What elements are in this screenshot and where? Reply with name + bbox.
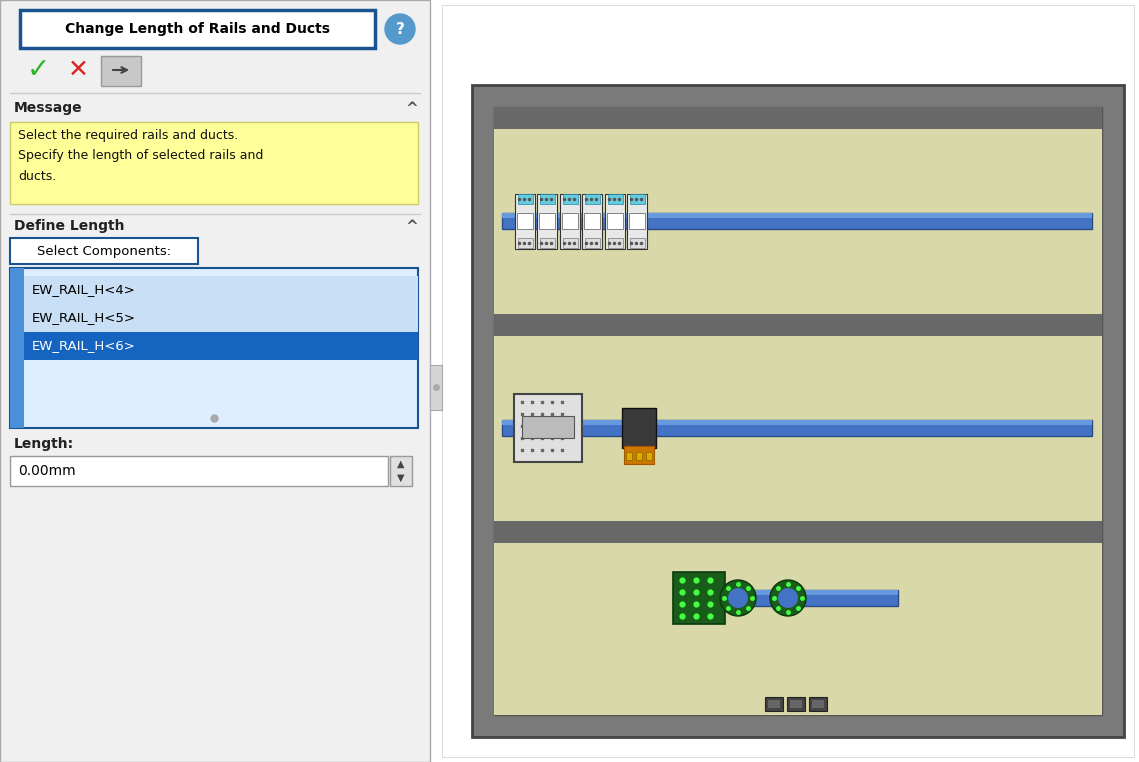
- Bar: [494, 543, 1103, 715]
- Text: Select the required rails and ducts.: Select the required rails and ducts.: [18, 130, 238, 142]
- Text: ?: ?: [395, 21, 404, 37]
- Bar: [673, 572, 726, 624]
- Bar: [624, 446, 654, 464]
- Bar: [502, 213, 1092, 218]
- Bar: [494, 107, 1103, 715]
- Text: EW_RAIL_H<4>: EW_RAIL_H<4>: [32, 283, 136, 296]
- Bar: [10, 268, 24, 428]
- Bar: [678, 590, 898, 595]
- Bar: [472, 85, 1124, 737]
- Bar: [24, 304, 418, 332]
- Bar: [24, 276, 418, 304]
- Bar: [494, 314, 1103, 336]
- Circle shape: [770, 580, 806, 616]
- Bar: [563, 238, 577, 248]
- Bar: [646, 452, 652, 460]
- Text: Message: Message: [14, 101, 83, 115]
- Text: EW_RAIL_H<5>: EW_RAIL_H<5>: [32, 312, 136, 325]
- Bar: [560, 194, 580, 249]
- Bar: [518, 238, 533, 248]
- Text: Define Length: Define Length: [14, 219, 124, 233]
- FancyBboxPatch shape: [10, 268, 418, 428]
- Bar: [585, 194, 600, 204]
- Bar: [502, 420, 1092, 425]
- Bar: [582, 194, 603, 249]
- Bar: [765, 697, 782, 711]
- Bar: [626, 452, 632, 460]
- Bar: [626, 194, 647, 249]
- Bar: [514, 394, 582, 462]
- Bar: [0, 0, 431, 762]
- Circle shape: [720, 580, 756, 616]
- Bar: [494, 521, 1103, 543]
- Bar: [630, 238, 645, 248]
- Circle shape: [778, 588, 798, 608]
- Text: ▲: ▲: [398, 459, 404, 469]
- Bar: [502, 420, 1092, 436]
- Bar: [494, 129, 1103, 314]
- Bar: [809, 697, 827, 711]
- Text: EW_RAIL_H<6>: EW_RAIL_H<6>: [32, 340, 136, 353]
- Circle shape: [385, 14, 415, 44]
- Bar: [539, 213, 555, 229]
- Text: 0.00mm: 0.00mm: [18, 464, 75, 478]
- Bar: [494, 107, 1103, 129]
- Text: ^: ^: [405, 219, 418, 233]
- FancyBboxPatch shape: [10, 456, 388, 486]
- Circle shape: [728, 588, 748, 608]
- Bar: [678, 590, 898, 606]
- FancyBboxPatch shape: [21, 10, 375, 48]
- Bar: [605, 194, 625, 249]
- Bar: [629, 213, 645, 229]
- Bar: [790, 700, 802, 708]
- Text: ducts.: ducts.: [18, 169, 56, 183]
- FancyBboxPatch shape: [101, 56, 141, 86]
- Bar: [608, 238, 623, 248]
- Bar: [515, 194, 535, 249]
- Bar: [502, 213, 1092, 229]
- Bar: [563, 194, 577, 204]
- Text: ✕: ✕: [67, 58, 89, 82]
- Bar: [442, 5, 1134, 757]
- Bar: [622, 408, 656, 448]
- Text: ✓: ✓: [26, 56, 50, 84]
- Bar: [540, 238, 555, 248]
- Bar: [522, 416, 574, 438]
- Bar: [812, 700, 823, 708]
- FancyBboxPatch shape: [390, 456, 412, 486]
- Text: Select Components:: Select Components:: [36, 245, 171, 258]
- Bar: [585, 238, 600, 248]
- Bar: [431, 365, 442, 410]
- Bar: [494, 336, 1103, 521]
- Text: ▼: ▼: [398, 473, 404, 483]
- Bar: [584, 213, 600, 229]
- Bar: [540, 194, 555, 204]
- FancyBboxPatch shape: [10, 122, 418, 204]
- Bar: [24, 332, 418, 360]
- FancyBboxPatch shape: [10, 238, 198, 264]
- Bar: [517, 213, 533, 229]
- Bar: [636, 452, 642, 460]
- Bar: [768, 700, 780, 708]
- Bar: [562, 213, 577, 229]
- Text: Length:: Length:: [14, 437, 74, 451]
- Bar: [787, 697, 805, 711]
- Bar: [518, 194, 533, 204]
- Bar: [630, 194, 645, 204]
- Bar: [607, 213, 623, 229]
- Bar: [536, 194, 557, 249]
- Text: ^: ^: [405, 101, 418, 116]
- Bar: [608, 194, 623, 204]
- Text: Change Length of Rails and Ducts: Change Length of Rails and Ducts: [65, 22, 330, 36]
- Text: Specify the length of selected rails and: Specify the length of selected rails and: [18, 149, 263, 162]
